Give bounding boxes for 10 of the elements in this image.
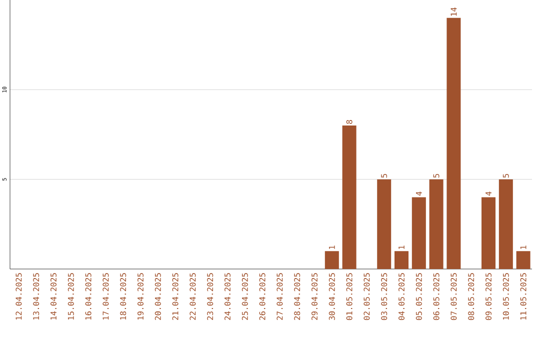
bar [482,197,496,269]
bar [412,197,426,269]
bar [498,179,513,269]
bar [342,126,356,269]
bar [394,251,409,269]
bar [429,179,444,269]
bar [324,251,339,269]
bar [446,18,461,269]
bar [516,251,530,269]
bar [377,179,392,269]
